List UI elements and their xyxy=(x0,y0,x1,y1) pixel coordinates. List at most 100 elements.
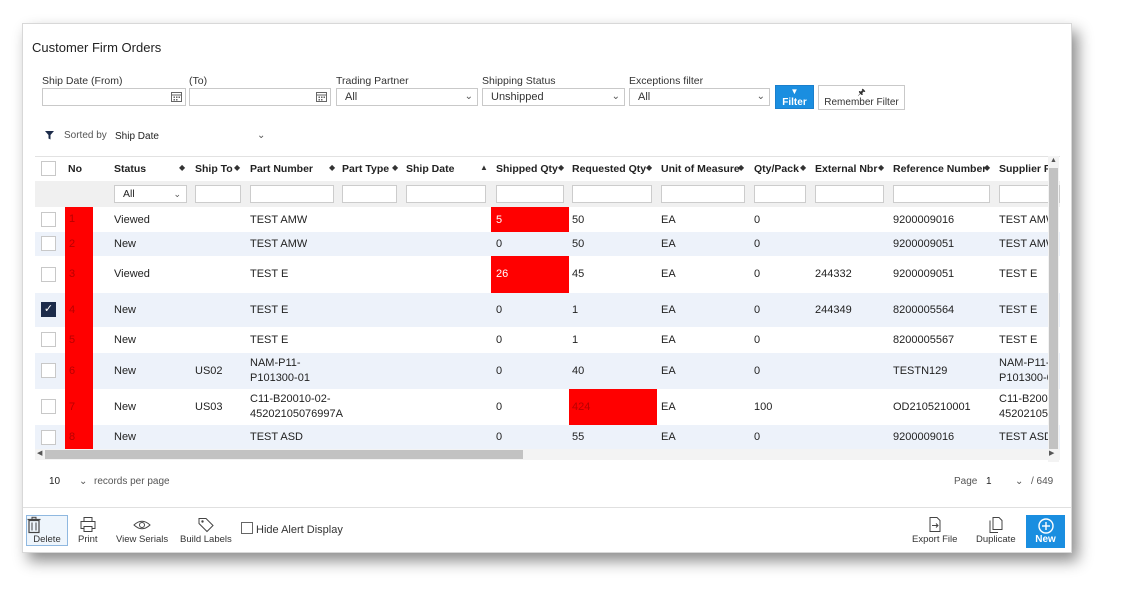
new-button[interactable]: New xyxy=(1026,515,1065,548)
table-row[interactable]: 1 Viewed TEST AMW 5 50 EA 0 9200009016 T… xyxy=(35,207,1060,232)
table-row[interactable]: 8 New TEST ASD 0 55 EA 0 9200009016 TEST… xyxy=(35,425,1060,450)
ship-date-from-input[interactable] xyxy=(42,88,186,106)
row-number: 7 xyxy=(65,389,93,425)
table-row[interactable]: 5 New TEST E 0 1 EA 0 8200005567 TEST E xyxy=(35,327,1060,353)
part-type-filter-input[interactable] xyxy=(342,185,397,203)
table-row[interactable]: 3 Viewed TEST E 26 45 EA 0 244332 920000… xyxy=(35,256,1060,293)
col-unit-of-measure[interactable]: Unit of Measure xyxy=(661,163,740,175)
row-qty-pack: 0 xyxy=(754,238,761,250)
col-supplier-part[interactable]: Supplier P xyxy=(999,163,1051,175)
row-checkbox[interactable] xyxy=(41,212,56,227)
col-ship-to[interactable]: Ship To xyxy=(195,163,233,175)
sort-icon[interactable]: ◆ xyxy=(392,163,399,172)
row-shipped-qty: 0 xyxy=(496,365,503,377)
sort-asc-icon[interactable]: ▲ xyxy=(480,163,488,172)
export-file-button[interactable]: Export File xyxy=(912,516,957,545)
col-ship-date[interactable]: Ship Date xyxy=(406,163,455,175)
row-checkbox[interactable] xyxy=(41,236,56,251)
sort-icon[interactable]: ◆ xyxy=(234,163,241,172)
view-serials-button[interactable]: View Serials xyxy=(116,516,168,545)
row-checkbox[interactable] xyxy=(41,399,56,414)
status-filter-select[interactable]: All ⌄ xyxy=(114,185,187,203)
table-row[interactable]: 7 New US03 C11-B20010-02- 45202105076997… xyxy=(35,389,1060,425)
col-shipped-qty[interactable]: Shipped Qty xyxy=(496,163,558,175)
col-requested-qty[interactable]: Requested Qty xyxy=(572,163,647,175)
calendar-icon[interactable] xyxy=(171,91,182,102)
uom-filter-input[interactable] xyxy=(661,185,745,203)
tag-icon xyxy=(198,518,214,533)
page-select[interactable]: 1 xyxy=(986,476,992,487)
sort-icon[interactable]: ◆ xyxy=(738,163,745,172)
external-nbr-filter-input[interactable] xyxy=(815,185,884,203)
col-external-nbr[interactable]: External Nbr xyxy=(815,163,878,175)
filter-button[interactable]: ▼ Filter xyxy=(775,85,814,109)
shipping-status-select[interactable]: Unshipped ⌄ xyxy=(482,88,625,106)
row-qty-pack: 100 xyxy=(754,401,773,413)
row-external-nbr: 244332 xyxy=(815,268,852,280)
row-checkbox[interactable] xyxy=(41,332,56,347)
row-uom: EA xyxy=(661,238,676,250)
col-reference-number[interactable]: Reference Number xyxy=(893,163,987,175)
chevron-down-icon[interactable]: ⌄ xyxy=(79,476,88,487)
col-status[interactable]: Status xyxy=(114,163,147,175)
scroll-right-icon[interactable]: ▶ xyxy=(1049,450,1055,457)
print-button[interactable]: Print xyxy=(78,516,98,545)
sorted-by-select[interactable]: Ship Date xyxy=(115,131,159,142)
row-supplier-part: TEST AMW xyxy=(999,214,1057,226)
row-number: 6 xyxy=(65,353,93,389)
col-qty-pack[interactable]: Qty/Pack xyxy=(754,163,799,175)
row-reference-number: 8200005564 xyxy=(893,304,955,316)
hide-alert-toggle[interactable]: Hide Alert Display xyxy=(241,522,343,536)
horizontal-scroll-thumb[interactable] xyxy=(45,450,523,459)
shipping-status-value: Unshipped xyxy=(491,91,544,103)
trading-partner-select[interactable]: All ⌄ xyxy=(336,88,478,106)
sort-icon[interactable]: ◆ xyxy=(179,163,186,172)
col-no[interactable]: No xyxy=(68,163,82,175)
horizontal-scrollbar[interactable]: ◀ ▶ xyxy=(35,449,1060,460)
row-supplier-part: TEST E xyxy=(999,334,1038,346)
sort-icon[interactable]: ◆ xyxy=(800,163,807,172)
row-checkbox[interactable] xyxy=(41,363,56,378)
ship-to-filter-input[interactable] xyxy=(195,185,241,203)
table-row[interactable]: 2 New TEST AMW 0 50 EA 0 9200009051 TEST… xyxy=(35,232,1060,256)
sort-icon[interactable]: ◆ xyxy=(646,163,653,172)
sorted-by-label: Sorted by xyxy=(64,130,107,141)
reference-number-filter-input[interactable] xyxy=(893,185,990,203)
col-part-type[interactable]: Part Type xyxy=(342,163,390,175)
scroll-up-icon[interactable]: ▲ xyxy=(1050,157,1057,164)
ship-date-to-input[interactable] xyxy=(189,88,331,106)
exceptions-filter-select[interactable]: All ⌄ xyxy=(629,88,770,106)
qty-pack-filter-input[interactable] xyxy=(754,185,806,203)
pin-icon: 🖈 xyxy=(857,87,866,97)
ship-date-filter-input[interactable] xyxy=(406,185,486,203)
row-checkbox[interactable] xyxy=(41,430,56,445)
row-qty-pack: 0 xyxy=(754,431,761,443)
table-row[interactable]: 6 New US02 NAM-P11- P101300-01 0 40 EA 0… xyxy=(35,353,1060,389)
chevron-down-icon[interactable]: ⌄ xyxy=(1015,476,1024,487)
delete-button[interactable]: Delete xyxy=(26,515,68,546)
sort-icon[interactable]: ◆ xyxy=(878,163,885,172)
sort-icon[interactable]: ◆ xyxy=(984,163,991,172)
sort-icon[interactable]: ◆ xyxy=(329,163,336,172)
row-checkbox-checked[interactable]: ✓ xyxy=(41,302,56,317)
scroll-left-icon[interactable]: ◀ xyxy=(37,450,43,457)
vertical-scrollbar[interactable]: ▲ ▼ xyxy=(1048,156,1059,462)
row-checkbox[interactable] xyxy=(41,267,56,282)
sort-icon[interactable]: ◆ xyxy=(558,163,565,172)
per-page-select[interactable]: 10 xyxy=(49,476,61,487)
row-uom: EA xyxy=(661,214,676,226)
col-part-number[interactable]: Part Number xyxy=(250,163,314,175)
select-all-checkbox[interactable] xyxy=(41,161,56,176)
remember-filter-button[interactable]: 🖈 Remember Filter xyxy=(818,85,905,110)
shipped-qty-filter-input[interactable] xyxy=(496,185,564,203)
chevron-down-icon[interactable]: ⌄ xyxy=(257,130,266,141)
table-row[interactable]: ✓ 4 New TEST E 0 1 EA 0 244349 820000556… xyxy=(35,293,1060,327)
supplier-part-filter-input[interactable] xyxy=(999,185,1060,203)
vertical-scroll-thumb[interactable] xyxy=(1049,168,1058,450)
build-labels-button[interactable]: Build Labels xyxy=(180,516,232,545)
part-number-filter-input[interactable] xyxy=(250,185,334,203)
requested-qty-filter-input[interactable] xyxy=(572,185,652,203)
calendar-icon[interactable] xyxy=(316,91,327,102)
duplicate-button[interactable]: Duplicate xyxy=(976,516,1016,545)
hide-alert-checkbox[interactable] xyxy=(241,522,253,534)
